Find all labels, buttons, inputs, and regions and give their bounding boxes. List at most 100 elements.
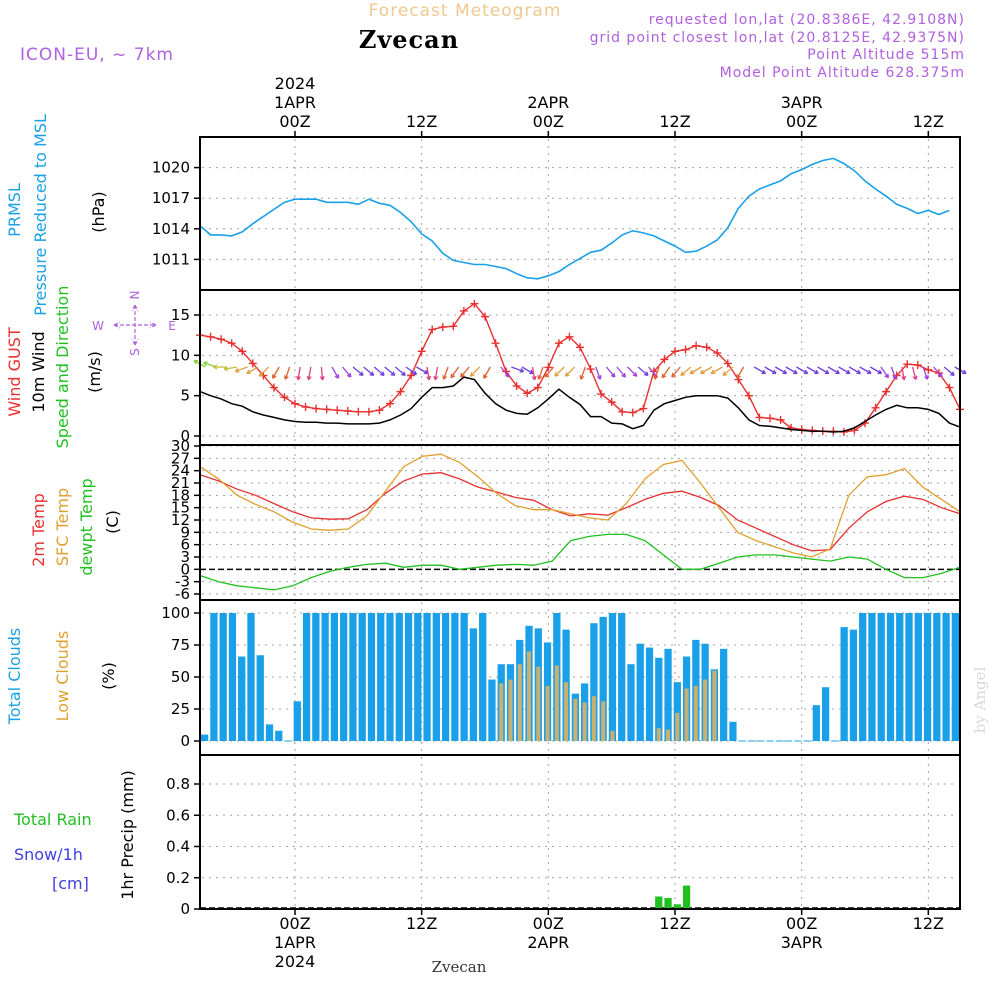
y-tick-label: 18 xyxy=(171,486,190,504)
wind-arrow xyxy=(373,366,385,376)
y-tick-label: 0 xyxy=(180,732,190,750)
wind-arrow xyxy=(434,366,439,380)
gust-point xyxy=(681,345,690,354)
wind-arrow xyxy=(363,366,374,376)
total-cloud-bar xyxy=(377,613,385,741)
wind-arrow xyxy=(272,366,280,379)
wind-arrow xyxy=(869,366,882,375)
total-cloud-bar xyxy=(627,664,635,741)
wind-arrowhead xyxy=(319,376,325,381)
top-time-label: 00Z xyxy=(533,112,564,131)
wind-arrowhead xyxy=(856,369,861,375)
total-cloud-bar xyxy=(840,627,848,741)
wind-arrow xyxy=(722,366,734,376)
wind-arrow xyxy=(859,366,872,375)
gust-point xyxy=(597,390,606,399)
wind-arrow xyxy=(450,366,460,379)
wind-arrowhead xyxy=(579,375,585,380)
rain-bar xyxy=(673,904,681,909)
temp2m-label: 2m Temp xyxy=(29,493,48,567)
gust-point xyxy=(628,408,637,417)
low-clouds-label: Low Clouds xyxy=(53,631,72,722)
wind-arrow xyxy=(500,366,510,378)
y-tick-label: 5 xyxy=(180,387,190,405)
total-cloud-bar xyxy=(395,613,403,741)
wind-gust-label: Wind GUST xyxy=(5,327,24,417)
low-cloud-bar xyxy=(582,702,587,741)
wind-arrow xyxy=(680,366,692,376)
wind-arrowhead xyxy=(564,372,570,377)
low-cloud-bar xyxy=(703,679,708,741)
wind-arrowhead xyxy=(380,371,385,376)
total-cloud-bar xyxy=(423,613,431,741)
low-cloud-bar xyxy=(554,665,559,741)
top-time-label: 00Z xyxy=(279,112,310,131)
wind-arrow xyxy=(880,366,889,379)
wind-arrow xyxy=(544,366,555,378)
total-cloud-bar xyxy=(469,628,478,741)
gust-point xyxy=(280,393,289,402)
wind-arrow xyxy=(785,366,798,375)
grid-point-coords: grid point closest lon,lat (20.8125E, 42… xyxy=(590,30,965,46)
total-cloud-bar xyxy=(859,613,867,741)
bottom-time-label: 12Z xyxy=(406,914,437,933)
snow-label: Snow/1h xyxy=(14,845,83,864)
total-cloud-bar xyxy=(386,613,394,741)
top-time-label: 2024 xyxy=(275,74,316,93)
top-time-label: 1APR xyxy=(274,93,316,112)
compass-w: W xyxy=(92,319,104,333)
low-cloud-bar xyxy=(573,698,578,741)
total-cloud-bar xyxy=(210,613,218,741)
wind-arrowhead xyxy=(803,369,809,375)
total-cloud-bar xyxy=(358,613,366,741)
wind-arrowhead xyxy=(423,369,429,375)
gust-point xyxy=(512,381,521,390)
wind-arrowhead xyxy=(736,374,741,379)
wind-arrowhead xyxy=(671,372,676,378)
total-rain-label: Total Rain xyxy=(13,810,92,829)
wind-arrowhead xyxy=(460,372,465,378)
wind-arrowhead xyxy=(924,375,929,380)
y-tick-label: 0.8 xyxy=(166,775,190,793)
wind-arrowhead xyxy=(710,369,716,375)
gust-point xyxy=(554,339,563,348)
y-tick-label: 0 xyxy=(180,900,190,918)
total-cloud-bar xyxy=(349,613,357,741)
bottom-time-label: 2024 xyxy=(275,952,316,971)
gust-point xyxy=(565,332,574,341)
gust-point xyxy=(913,361,922,370)
wind-arrow xyxy=(827,366,840,375)
gust-point xyxy=(882,387,891,396)
gust-point xyxy=(438,323,447,332)
bottom-time-label: 2APR xyxy=(527,933,569,952)
wind-arrow xyxy=(246,366,259,375)
pressure-label-prmsl: PRMSL xyxy=(5,183,24,237)
top-time-label: 2APR xyxy=(527,93,569,112)
bottom-time-label: 00Z xyxy=(279,914,310,933)
gust-point xyxy=(639,404,648,413)
gust-point xyxy=(301,402,310,411)
wind-arrow xyxy=(848,366,861,375)
gust-point xyxy=(723,359,732,368)
total-cloud-bar xyxy=(404,613,413,741)
total-cloud-bar xyxy=(228,613,237,741)
y-tick-label: 6 xyxy=(180,536,190,554)
total-cloud-bar xyxy=(618,613,626,741)
wind-arrowhead xyxy=(412,370,418,376)
low-cloud-bar xyxy=(517,664,522,741)
y-tick-label: 50 xyxy=(171,668,190,686)
rain-bar xyxy=(664,898,672,909)
low-cloud-bar xyxy=(656,728,661,741)
watermark: by Angel xyxy=(971,666,989,733)
total-cloud-bar xyxy=(432,613,440,741)
total-cloud-bar xyxy=(321,613,329,741)
total-cloud-bar xyxy=(951,613,959,741)
wind-arrowhead xyxy=(483,374,488,379)
total-cloud-bar xyxy=(451,613,459,741)
wind-arrow xyxy=(460,366,470,378)
y-tick-label: 1017 xyxy=(152,189,190,207)
gust-point xyxy=(766,414,774,423)
wind-arrowhead xyxy=(892,375,898,380)
wind-arrow xyxy=(838,366,851,375)
